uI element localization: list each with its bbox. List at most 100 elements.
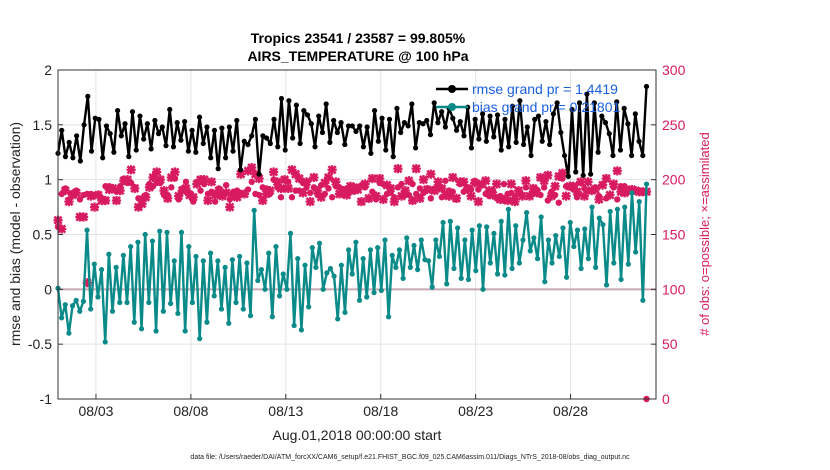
rmse-point	[286, 98, 292, 104]
bias-point	[516, 260, 522, 266]
rmse-point	[431, 100, 437, 106]
rmse-point	[599, 113, 605, 119]
rmse-point	[122, 121, 128, 127]
obs-assimilated-point	[225, 202, 235, 212]
rmse-point	[394, 105, 400, 111]
bias-point	[258, 266, 265, 273]
obs-assimilated-point	[550, 181, 560, 191]
rmse-point	[144, 121, 150, 127]
bias-point	[320, 286, 326, 292]
rmse-point	[494, 112, 501, 118]
rmse-point	[174, 120, 180, 126]
rmse-point	[334, 129, 340, 136]
obs-assimilated-point	[60, 186, 70, 196]
bias-point	[465, 276, 472, 283]
bias-point	[473, 268, 479, 274]
bias-point	[469, 227, 475, 233]
bias-point	[102, 339, 108, 345]
bias-point	[356, 297, 363, 303]
rmse-point	[390, 154, 396, 160]
obs-assimilated-point	[221, 188, 231, 198]
rmse-point	[424, 117, 430, 124]
bias-point	[84, 227, 90, 233]
obs-possible-point	[614, 196, 621, 203]
bias-point	[287, 230, 294, 237]
rmse-point	[535, 113, 542, 119]
bias-point	[338, 262, 344, 268]
rmse-point	[331, 117, 337, 124]
obs-assimilated-point	[451, 193, 462, 203]
y-axis-label-right: # of obs: o=possible; ×=assimilated	[697, 132, 712, 335]
rmse-point	[271, 116, 277, 122]
bias-point	[218, 306, 225, 312]
rmse-point	[111, 149, 117, 155]
bias-point	[346, 247, 352, 253]
obs-assimilated-point	[188, 192, 198, 202]
obs-possible-point	[442, 177, 449, 184]
rmse-point	[345, 123, 352, 129]
obs-possible-point	[416, 185, 424, 192]
rmse-point	[517, 98, 523, 104]
rmse-point	[576, 100, 583, 106]
plot-marks	[53, 83, 652, 403]
rmse-point	[498, 147, 504, 153]
rmse-point	[338, 120, 344, 126]
rmse-point	[610, 152, 616, 159]
bias-point	[98, 266, 105, 273]
rmse-point	[114, 107, 121, 114]
obs-possible-point	[522, 184, 530, 191]
rmse-point	[293, 102, 299, 108]
bias-point	[128, 243, 134, 250]
rmse-point	[304, 112, 311, 118]
obs-assimilated-point	[557, 168, 568, 178]
rmse-point	[461, 133, 467, 139]
rmse-point	[558, 129, 564, 136]
bias-point	[494, 271, 501, 277]
y-tick-right-4: 200	[662, 172, 686, 188]
bias-point	[618, 276, 624, 283]
bias-point	[563, 274, 570, 280]
rmse-point	[118, 133, 124, 139]
bias-point	[603, 282, 610, 288]
bias-point	[244, 260, 250, 266]
rmse-point	[126, 154, 132, 160]
rmse-point	[137, 113, 143, 119]
bias-point	[527, 248, 533, 254]
obs-assimilated-point	[115, 186, 125, 196]
bias-point	[407, 264, 413, 270]
bias-point	[440, 219, 446, 226]
bias-point	[375, 245, 381, 251]
bias-point	[80, 298, 87, 304]
bias-point	[476, 223, 483, 229]
bias-point	[240, 306, 246, 312]
bias-point	[578, 265, 584, 272]
y-tick-left-2: 0	[44, 281, 52, 297]
footer-data-file: data file: /Users/raeder/DAI/ATM_forcXX/…	[190, 454, 630, 461]
bias-point	[418, 237, 424, 243]
bias-point	[109, 308, 116, 314]
bias-point	[142, 231, 148, 238]
rmse-point	[450, 115, 456, 121]
rmse-point	[543, 118, 549, 125]
obs-assimilated-point	[407, 195, 418, 206]
bias-point	[622, 204, 628, 210]
rmse-point	[487, 113, 493, 119]
obs-assimilated-point	[100, 195, 111, 206]
bias-point	[636, 199, 642, 205]
obs-assimilated-point	[57, 224, 67, 234]
obs-possible-point	[328, 194, 336, 201]
x-tick-label-0: 08/03	[78, 403, 113, 419]
obs-possible-point	[182, 178, 190, 186]
axis-ticks: -1 -0.5 0 0.5 1 1.5 2 0 50 100 150 200 250 300 08/03 08…	[28, 62, 686, 419]
x-tick-label-3: 08/18	[363, 403, 398, 419]
obs-assimilated-point	[386, 183, 396, 194]
bias-point	[200, 258, 206, 264]
bias-point	[542, 279, 548, 285]
obs-assimilated-point	[152, 167, 162, 177]
rmse-point	[249, 133, 255, 139]
rmse-point	[77, 158, 83, 164]
rmse-point	[342, 141, 348, 148]
rmse-point	[170, 144, 177, 150]
bias-point	[298, 327, 304, 333]
obs-assimilated-point	[605, 190, 615, 200]
